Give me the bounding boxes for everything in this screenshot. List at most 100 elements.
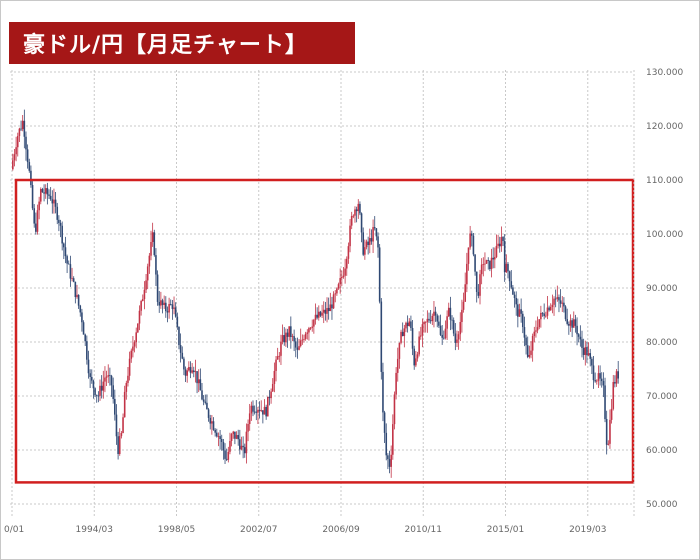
candle-body [133,342,136,347]
candle-body [95,394,98,396]
candle-body [594,380,596,382]
candle-body [490,257,493,270]
candle-body [291,336,294,338]
y-tick-label: 70.000 [646,392,678,402]
candle-body [344,268,346,276]
candle-body [46,188,49,195]
candle-body [276,356,279,360]
candle-body [247,424,249,432]
candle-body [148,255,151,267]
candle-body [141,299,144,302]
candle-body [158,301,161,306]
candle-body [262,410,264,415]
candle-body [507,263,509,272]
candle-body [51,199,54,204]
candle-body [301,339,304,341]
candle-body [370,238,373,242]
candle-body [572,319,575,328]
candle-body [186,370,188,376]
candle-body [403,328,406,337]
candle-body [92,380,95,389]
candle-body [263,406,266,415]
candle-body [311,326,314,328]
candle-body [357,203,360,212]
candle-body [530,350,532,355]
candle-body [597,373,600,381]
candle-body [538,319,541,328]
candle-body [202,399,205,402]
candle-body [327,307,330,312]
candle-body [99,385,101,396]
candle-body [150,242,152,256]
candle-body [294,341,297,348]
candle-body [130,350,133,359]
candle-body [188,367,190,371]
candle-body [494,257,496,260]
candle-body [566,319,568,324]
candle-body [239,439,241,450]
candle-body [334,293,337,295]
candle-body [589,353,592,359]
candle-body [25,136,27,150]
candle-body [447,307,450,317]
candle-body [443,337,445,339]
candle-body [393,394,396,425]
candle-body [329,304,332,312]
candle-body [568,323,570,326]
candle-body [419,335,422,337]
candle-body [561,302,564,304]
candle-body [26,149,29,163]
candle-body [341,276,343,279]
candle-body [288,326,290,337]
candle-body [161,300,164,305]
candle-body [373,227,376,229]
candle-body [617,371,619,379]
candle-body [212,421,215,430]
candle-body [526,345,529,357]
candle-body [316,314,318,318]
candle-body [171,304,174,309]
candle-body [257,409,259,413]
candle-body [423,322,425,325]
candle-body [431,315,434,322]
y-tick-label: 90.000 [646,284,678,294]
candle-body [79,305,82,313]
candle-body [466,263,468,285]
candle-body [377,236,379,248]
candle-body [385,432,388,456]
candle-body [495,245,498,258]
candle-body [146,266,149,281]
candle-body [110,375,113,386]
candle-body [418,336,420,355]
candle-body [438,321,440,326]
candle-body [23,120,26,137]
candle-body [362,232,365,255]
candle-body [81,312,83,323]
candle-body [56,206,59,220]
candle-body [365,241,368,248]
candle-body [13,154,16,161]
candle-body [313,319,315,327]
candle-body [474,254,476,272]
candle-body [582,347,585,355]
candle-body [331,304,333,309]
candle-body [487,260,490,261]
candle-body [505,263,508,273]
candle-body [396,358,399,373]
candle-body [59,222,62,226]
candle-body [415,358,417,366]
candle-body [326,307,328,314]
candle-body [194,371,197,373]
candle-body [128,358,131,376]
x-tick-label: 1994/03 [76,525,113,535]
candle-body [579,336,582,340]
candle-body [90,376,93,381]
candle-body [28,162,31,171]
candle-body [395,372,397,395]
x-axis-tick-labels: 0/01 1994/03 1998/05 2002/07 2006/09 2010/11 2… [4,525,606,535]
candle-body [306,332,309,334]
candle-body [105,376,108,378]
candle-body [125,382,128,392]
candle-body [314,314,317,320]
candle-body [360,213,363,233]
